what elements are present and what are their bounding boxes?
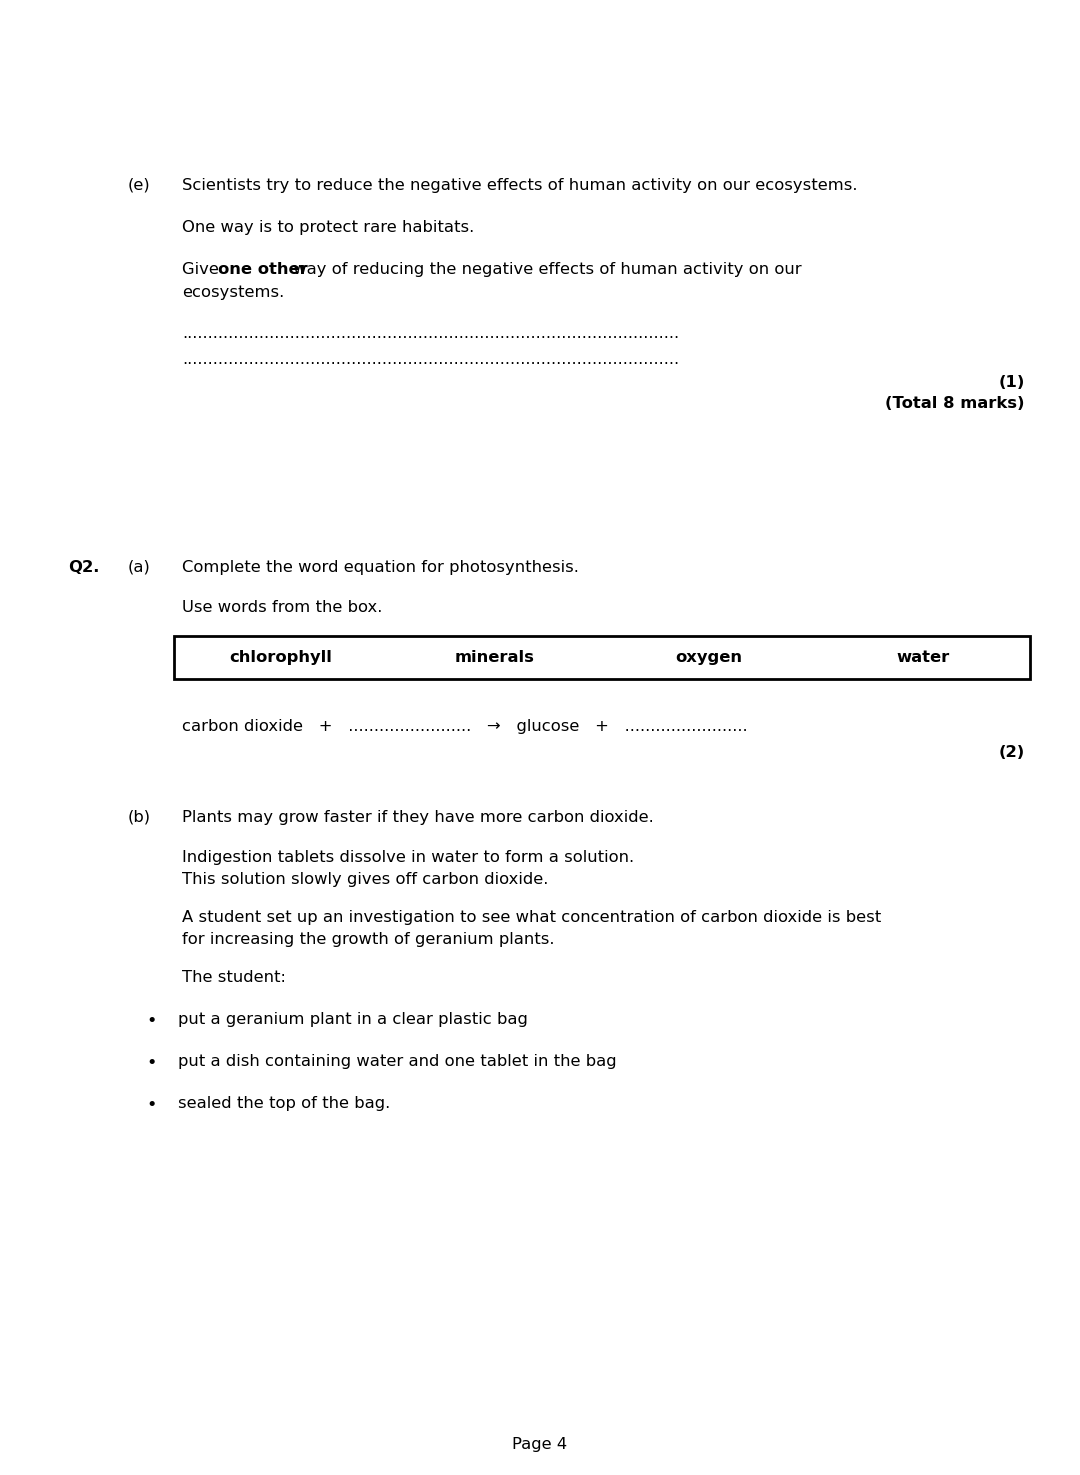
Text: This solution slowly gives off carbon dioxide.: This solution slowly gives off carbon di…: [183, 872, 549, 886]
Text: Q2.: Q2.: [68, 560, 99, 575]
Text: The student:: The student:: [183, 971, 286, 985]
Text: put a dish containing water and one tablet in the bag: put a dish containing water and one tabl…: [178, 1055, 617, 1069]
Text: ................................................................................: ........................................…: [183, 326, 679, 341]
Text: (e): (e): [129, 178, 151, 193]
Text: •: •: [147, 1096, 158, 1114]
Text: Indigestion tablets dissolve in water to form a solution.: Indigestion tablets dissolve in water to…: [183, 850, 634, 864]
Text: A student set up an investigation to see what concentration of carbon dioxide is: A student set up an investigation to see…: [183, 910, 881, 925]
Text: Give: Give: [183, 263, 225, 277]
Text: Page 4: Page 4: [512, 1437, 568, 1451]
Text: (2): (2): [999, 745, 1025, 760]
Text: •: •: [147, 1055, 158, 1072]
Text: for increasing the growth of geranium plants.: for increasing the growth of geranium pl…: [183, 932, 554, 947]
Bar: [174, 636, 1030, 679]
Text: One way is to protect rare habitats.: One way is to protect rare habitats.: [183, 220, 474, 235]
Text: put a geranium plant in a clear plastic bag: put a geranium plant in a clear plastic …: [178, 1012, 528, 1027]
Text: sealed the top of the bag.: sealed the top of the bag.: [178, 1096, 390, 1111]
Text: way of reducing the negative effects of human activity on our: way of reducing the negative effects of …: [288, 263, 802, 277]
Text: (Total 8 marks): (Total 8 marks): [886, 395, 1025, 410]
Text: one other: one other: [218, 263, 308, 277]
Text: water: water: [896, 650, 949, 665]
Text: Scientists try to reduce the negative effects of human activity on our ecosystem: Scientists try to reduce the negative ef…: [183, 178, 858, 193]
Text: chlorophyll: chlorophyll: [230, 650, 333, 665]
Text: carbon dioxide   +   ........................   →   glucose   +   ..............: carbon dioxide + .......................…: [183, 718, 747, 735]
Text: ecosystems.: ecosystems.: [183, 286, 284, 301]
Text: •: •: [147, 1012, 158, 1030]
Text: oxygen: oxygen: [675, 650, 743, 665]
Text: Use words from the box.: Use words from the box.: [183, 600, 382, 615]
Text: Complete the word equation for photosynthesis.: Complete the word equation for photosynt…: [183, 560, 579, 575]
Text: (b): (b): [129, 810, 151, 825]
Text: Plants may grow faster if they have more carbon dioxide.: Plants may grow faster if they have more…: [183, 810, 653, 825]
Text: minerals: minerals: [455, 650, 535, 665]
Text: (a): (a): [129, 560, 151, 575]
Text: ................................................................................: ........................................…: [183, 353, 679, 367]
Text: (1): (1): [999, 375, 1025, 389]
